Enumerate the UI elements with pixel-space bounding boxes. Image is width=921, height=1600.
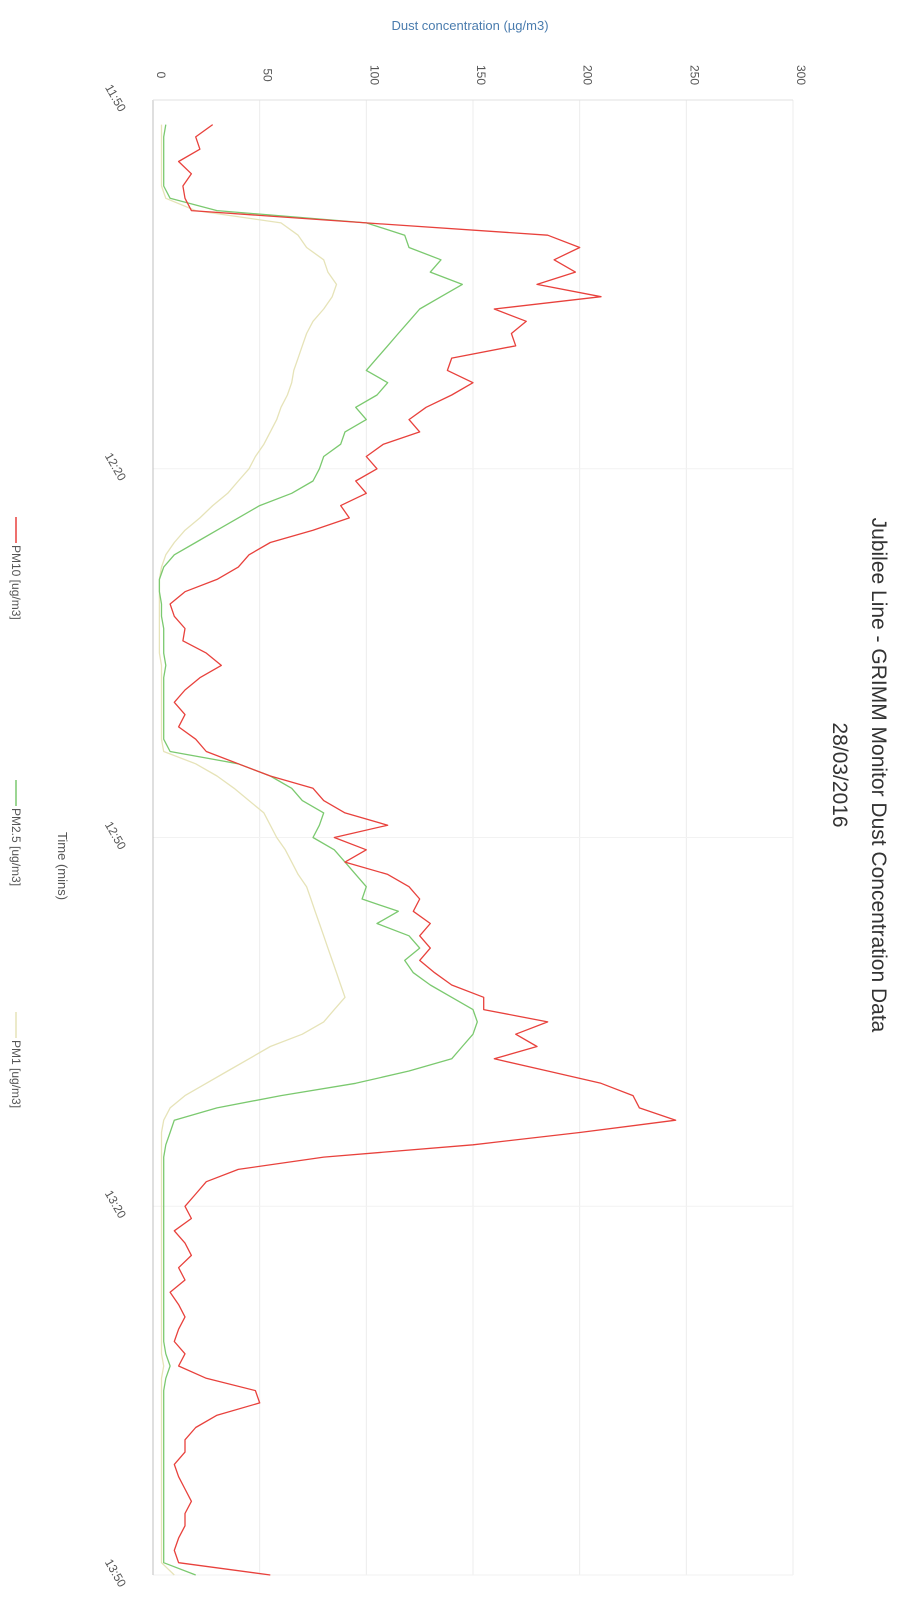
y-tick-label: 150 [474,65,488,85]
y-tick-label: 300 [794,65,808,85]
series-line-0 [169,124,677,1576]
y-axis-title: Dust concentration (µg/m3) [391,18,548,33]
legend-label-0: PM10 [ug/m3] [9,545,23,620]
series-layer [158,124,677,1576]
y-tick-label: 250 [687,65,701,85]
y-tick-label: 100 [367,65,381,85]
gridlines [153,99,794,1576]
series-line-1 [158,124,478,1576]
chart-subtitle: 28/03/2016 [828,722,851,827]
x-axis-title: Time (mins) [55,832,70,900]
chart-title: Jubilee Line - GRIMM Monitor Dust Concen… [867,518,890,1033]
axes [152,99,793,1575]
series-line-2 [158,124,346,1576]
legend: PM10 [ug/m3] PM2.5 [ug/m3] PM1 [ug/m3] [9,517,23,1108]
legend-label-1: PM2.5 [ug/m3] [9,808,23,886]
y-tick-label: 0 [154,72,168,79]
y-tick-label: 200 [581,65,595,85]
legend-label-2: PM1 [ug/m3] [9,1040,23,1108]
y-tick-label: 50 [261,68,275,82]
